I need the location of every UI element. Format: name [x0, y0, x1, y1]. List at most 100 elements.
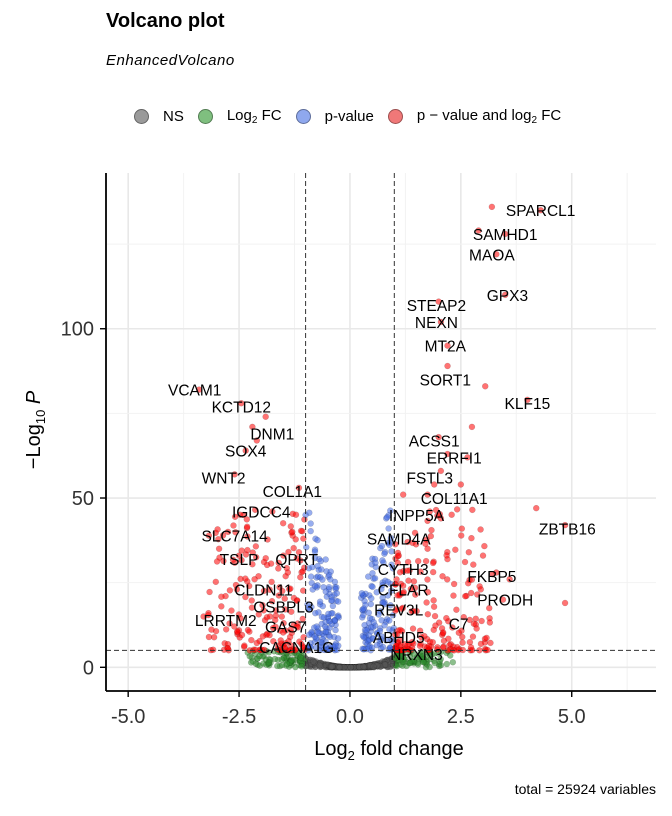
- data-point: [430, 603, 438, 610]
- data-point-labeled: [200, 613, 207, 620]
- data-point: [271, 655, 279, 663]
- data-point: [367, 624, 375, 631]
- data-point: [373, 641, 381, 649]
- data-point: [388, 561, 395, 568]
- data-point: [447, 652, 454, 659]
- data-point-labeled: [424, 545, 431, 553]
- data-point: [315, 629, 322, 636]
- data-point: [299, 615, 306, 623]
- data-point: [473, 625, 480, 632]
- legend-pvalue-marker: [295, 108, 311, 124]
- data-point: [396, 569, 404, 576]
- legend-both-label: p − value and log2 FC: [416, 106, 562, 126]
- data-point: [478, 617, 485, 625]
- data-point: [333, 590, 341, 597]
- gene-label: KCTD12: [212, 400, 271, 417]
- data-point: [465, 580, 472, 587]
- data-point: [432, 622, 439, 629]
- data-point-labeled: [437, 318, 445, 326]
- data-point-labeled: [251, 576, 258, 583]
- data-point: [411, 584, 419, 592]
- data-point: [412, 541, 420, 548]
- data-point: [386, 541, 393, 549]
- data-point: [458, 532, 465, 539]
- data-point: [385, 525, 392, 532]
- data-point: [360, 663, 367, 670]
- data-point: [423, 599, 430, 606]
- data-point: [365, 573, 372, 580]
- data-point: [318, 566, 325, 573]
- gene-label: SORT1: [420, 373, 471, 390]
- gene-label: FKBP5: [467, 569, 516, 586]
- data-point: [370, 663, 377, 670]
- data-point: [315, 609, 322, 616]
- data-point-labeled: [231, 471, 238, 478]
- data-point: [396, 592, 403, 599]
- data-point: [307, 573, 315, 580]
- data-point: [468, 534, 475, 542]
- data-point: [429, 638, 436, 646]
- data-point: [466, 638, 474, 646]
- data-point-labeled: [293, 623, 300, 630]
- gene-label: COL1A1: [263, 484, 322, 501]
- data-point: [360, 611, 367, 619]
- data-point: [429, 568, 437, 576]
- data-point: [444, 576, 451, 583]
- data-point: [307, 520, 314, 527]
- gene-label: SOX4: [225, 444, 267, 461]
- gene-label: NRXN3: [390, 647, 443, 664]
- data-point: [426, 663, 433, 671]
- data-point: [212, 578, 220, 586]
- data-point: [387, 534, 395, 542]
- data-point: [276, 584, 283, 591]
- data-point: [449, 659, 457, 666]
- data-point: [369, 583, 376, 591]
- data-point: [292, 663, 299, 671]
- data-point: [477, 640, 485, 648]
- x-tick-label: -5.0: [111, 706, 145, 728]
- data-point: [378, 585, 385, 593]
- gene-label: C7: [449, 616, 469, 633]
- data-point: [242, 593, 249, 601]
- data-point: [317, 638, 325, 646]
- y-tick-label: 100: [61, 319, 94, 341]
- data-point-labeled: [501, 291, 509, 299]
- data-point-labeled: [404, 538, 411, 546]
- gene-label: MT2A: [425, 339, 467, 356]
- data-point: [409, 625, 417, 632]
- data-point: [405, 577, 412, 584]
- data-point: [370, 619, 377, 626]
- data-point-labeled: [242, 447, 249, 454]
- data-point: [467, 589, 475, 597]
- data-point-labeled: [444, 362, 451, 370]
- data-point: [307, 527, 314, 535]
- gene-label: SLC7A14: [201, 528, 268, 545]
- data-point: [287, 523, 295, 530]
- data-point: [209, 646, 217, 653]
- gene-label: INPP5A: [389, 508, 445, 525]
- data-point: [288, 608, 295, 615]
- data-point: [215, 535, 222, 543]
- gene-label: LRRTM2: [195, 613, 257, 630]
- data-point: [244, 546, 251, 554]
- gene-label: GAS7: [265, 620, 306, 637]
- data-point: [439, 573, 446, 580]
- data-point-labeled: [561, 599, 569, 607]
- data-point: [440, 629, 447, 636]
- data-point: [296, 638, 303, 645]
- legend-fc-marker: [197, 108, 213, 124]
- data-point: [437, 655, 444, 663]
- legend-pvalue-label: p-value: [324, 107, 374, 125]
- data-point-labeled: [249, 423, 256, 431]
- data-point-labeled: [482, 383, 489, 390]
- data-point: [246, 653, 253, 660]
- data-point: [269, 624, 277, 632]
- data-point: [443, 614, 450, 622]
- data-point: [325, 610, 332, 618]
- data-point: [443, 552, 450, 559]
- data-point: [411, 529, 419, 537]
- data-point: [487, 639, 494, 647]
- data-point: [334, 598, 342, 605]
